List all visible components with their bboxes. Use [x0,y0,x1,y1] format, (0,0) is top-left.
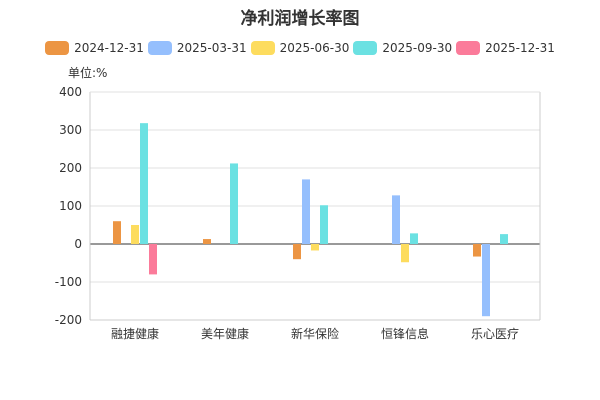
legend-swatch [45,41,70,55]
bar-2025-09-30-美年健康 [230,163,238,244]
chart-title: 净利润增长率图 [240,9,360,29]
x-tick-label: 恒锋信息 [381,326,429,341]
bar-2025-09-30-新华保险 [320,205,328,244]
legend-swatch [456,41,481,55]
legend-label: 2025-03-31 [176,41,247,55]
bar-2025-03-31-乐心医疗 [482,244,490,317]
legend-item-2024-12-31[interactable]: 2024-12-31 [45,39,144,57]
bar-2025-09-30-恒锋信息 [410,233,418,244]
legend-label: 2024-12-31 [74,41,144,55]
y-tick-label: 300 [59,123,82,137]
y-tick-label: -200 [55,313,82,327]
x-tick-label: 新华保险 [291,326,339,341]
legend: 2024-12-31 2025-03-31 2025-06-30 2025-09… [0,39,600,57]
bar-2025-03-31-新华保险 [302,179,310,244]
legend-label: 2025-09-30 [382,41,453,55]
y-tick-label: 100 [59,199,82,213]
unit-label: 单位:% [68,66,108,80]
bar-2024-12-31-融捷健康 [113,221,121,244]
legend-item-2025-03-31[interactable]: 2025-03-31 [147,39,247,57]
bar-2025-03-31-恒锋信息 [392,195,400,244]
legend-item-2025-12-31[interactable]: 2025-12-31 [456,39,555,57]
bar-2024-12-31-乐心医疗 [473,244,481,257]
legend-swatch [250,41,275,55]
legend-swatch [147,41,172,55]
bar-2025-06-30-新华保险 [311,244,319,251]
bar-2024-12-31-新华保险 [293,244,301,260]
legend-label: 2025-06-30 [279,41,350,55]
y-tick-label: -100 [55,275,82,289]
legend-item-2025-06-30[interactable]: 2025-06-30 [250,39,350,57]
bar-2025-09-30-融捷健康 [140,123,148,244]
bar-2025-06-30-恒锋信息 [401,244,409,263]
y-tick-label: 200 [59,161,82,175]
legend-item-2025-09-30[interactable]: 2025-09-30 [353,39,452,57]
y-tick-label: 400 [59,85,82,99]
x-tick-label: 融捷健康 [111,326,159,341]
x-tick-label: 乐心医疗 [471,327,519,341]
bar-2024-12-31-美年健康 [203,239,211,244]
bar-2025-12-31-融捷健康 [149,244,157,275]
legend-swatch [353,41,378,55]
bar-2025-09-30-乐心医疗 [500,234,508,244]
legend-label: 2025-12-31 [485,41,555,55]
y-tick-label: 0 [74,237,82,251]
bar-2025-06-30-融捷健康 [131,225,139,244]
x-tick-label: 美年健康 [201,326,249,341]
